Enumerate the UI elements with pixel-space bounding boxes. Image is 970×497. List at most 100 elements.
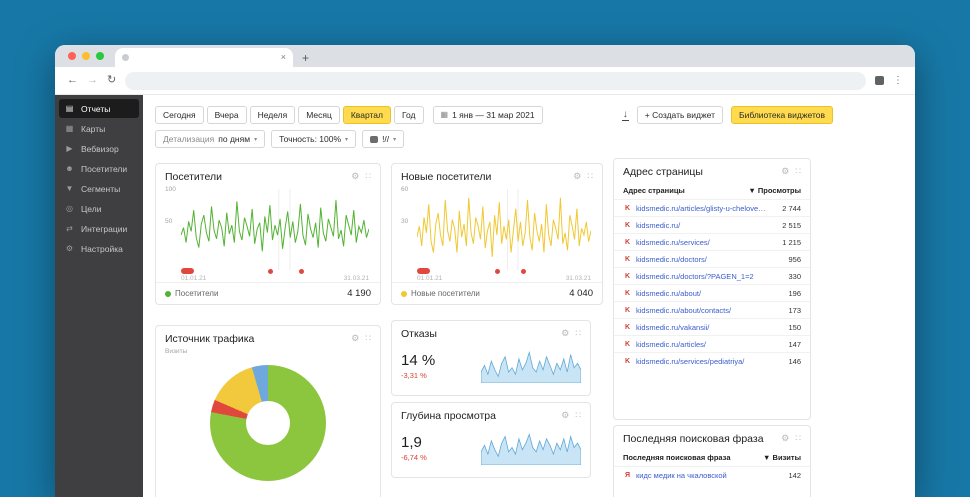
column-header-url[interactable]: Адрес страницы	[623, 186, 685, 195]
widget-settings-icon[interactable]: ⚙	[351, 333, 360, 343]
period-button[interactable]: Год	[393, 106, 424, 124]
widget-settings-icon[interactable]: ⚙	[561, 328, 570, 338]
comments-toggle[interactable]: !// ▾	[362, 130, 405, 148]
favicon-icon: Я	[624, 471, 631, 479]
period-selector: Сегодня Вчера Неделя Месяц Квартал Год	[155, 106, 424, 124]
widget-drag-icon[interactable]: ∷	[575, 410, 581, 420]
widget-drag-icon[interactable]: ∷	[795, 166, 801, 176]
widget-drag-icon[interactable]: ∷	[365, 171, 371, 181]
sidebar-item-maps[interactable]: ▦ Карты	[59, 119, 139, 138]
widget-visitors: Посетители ⚙ ∷ 100 50 01.01.21 31.0	[155, 163, 381, 305]
comment-marker[interactable]	[297, 268, 305, 275]
widget-drag-icon[interactable]: ∷	[575, 328, 581, 338]
comment-marker[interactable]	[267, 268, 275, 275]
extensions-icon[interactable]	[875, 76, 884, 85]
browser-tabstrip: × +	[55, 45, 915, 67]
sidebar-item-settings[interactable]: ⚙ Настройка	[59, 239, 139, 258]
browser-menu-icon[interactable]: ⋮	[893, 75, 903, 86]
new-tab-button[interactable]: +	[302, 51, 310, 65]
column-header-visits[interactable]: ▼ Визиты	[763, 453, 801, 462]
widget-drag-icon[interactable]: ∷	[365, 333, 371, 343]
column-header-phrase[interactable]: Последняя поисковая фраза	[623, 453, 731, 462]
widget-settings-icon[interactable]: ⚙	[351, 171, 360, 181]
page-url-link[interactable]: kidsmedic.ru/vakansii/	[636, 322, 710, 332]
widget-drag-icon[interactable]: ∷	[587, 171, 593, 181]
browser-tab[interactable]: ×	[115, 48, 293, 67]
goals-icon: ◎	[66, 204, 73, 213]
page-url-link[interactable]: kidsmedic.ru/about/contacts/	[636, 305, 732, 315]
sidebar-item-label: Настройка	[81, 243, 123, 254]
widget-settings-icon[interactable]: ⚙	[561, 410, 570, 420]
page-url-link[interactable]: kidsmedic.ru/services/pediatriya/	[636, 356, 745, 366]
period-button[interactable]: Сегодня	[155, 106, 204, 124]
widget-library-button[interactable]: Библиотека виджетов	[731, 106, 833, 124]
visitors-line-chart[interactable]	[181, 189, 369, 275]
period-button[interactable]: Месяц	[298, 106, 340, 124]
close-window-button[interactable]	[68, 52, 76, 60]
accuracy-value: Точность: 100%	[279, 134, 342, 144]
sidebar-item-reports[interactable]: ▤ Отчеты	[59, 99, 139, 118]
forward-icon[interactable]: →	[87, 74, 98, 86]
page-url-link[interactable]: kidsmedic.ru/services/	[636, 237, 710, 247]
sidebar-item-segments[interactable]: ▼ Сегменты	[59, 179, 139, 198]
widget-title: Новые посетители	[401, 171, 492, 183]
views-value: 956	[788, 254, 801, 264]
detail-select[interactable]: Детализация по дням ▾	[155, 130, 266, 148]
download-icon[interactable]: ↓	[621, 108, 629, 121]
sidebar-item-webvisor[interactable]: ▶ Вебвизор	[59, 139, 139, 158]
page-url-link[interactable]: kidsmedic.ru/doctors/?PAGEN_1=2	[636, 271, 754, 281]
detail-value: по дням	[218, 134, 251, 144]
widget-bounces: Отказы ⚙ ∷ 14 % -3,31 %	[391, 320, 591, 396]
page-url-link[interactable]: kidsmedic.ru/articles/	[636, 339, 707, 349]
maximize-window-button[interactable]	[96, 52, 104, 60]
traffic-source-pie-chart[interactable]	[210, 365, 326, 481]
page-url-link[interactable]: kidsmedic.ru/doctors/	[636, 254, 707, 264]
tab-close-icon[interactable]: ×	[280, 52, 286, 62]
reload-icon[interactable]: ↻	[107, 74, 117, 86]
sidebar-item-goals[interactable]: ◎ Цели	[59, 199, 139, 218]
widget-drag-icon[interactable]: ∷	[795, 433, 801, 443]
widget-settings-icon[interactable]: ⚙	[781, 166, 790, 176]
visits-value[interactable]: кидс медик на чкаловской	[636, 470, 727, 480]
views-value: 146	[788, 356, 801, 366]
comment-marker[interactable]	[519, 268, 527, 275]
new-visitors-line-chart[interactable]	[417, 189, 591, 275]
x-axis-start: 01.01.21	[181, 275, 207, 282]
page-url-link[interactable]: kidsmedic.ru/about/	[636, 288, 702, 298]
column-header-views[interactable]: ▼ Просмотры	[748, 186, 801, 195]
widget-settings-icon[interactable]: ⚙	[573, 171, 582, 181]
back-icon[interactable]: ←	[67, 74, 78, 86]
sidebar-item-integrations[interactable]: ⇄ Интеграции	[59, 219, 139, 238]
sidebar-item-visitors[interactable]: ☻ Посетители	[59, 159, 139, 178]
page-url-link[interactable]: kidsmedic.ru/articles/glisty-u-chelove…	[636, 203, 766, 213]
date-range-picker[interactable]: ▦ 1 янв — 31 мар 2021	[432, 106, 543, 124]
page-url-link[interactable]: kidsmedic.ru/	[636, 220, 681, 230]
comment-marker[interactable]	[493, 268, 501, 275]
widget-settings-icon[interactable]: ⚙	[781, 433, 790, 443]
favicon-icon: K	[624, 255, 631, 263]
minimize-window-button[interactable]	[82, 52, 90, 60]
period-button[interactable]: Квартал	[342, 106, 391, 124]
comment-marker[interactable]	[181, 268, 194, 274]
legend-dot	[401, 290, 407, 297]
webvisor-icon: ▶	[66, 144, 73, 153]
browser-window: × + ← → ↻ ⋮ ▤ Отчеты ▦ Карты ▶ Вебвизор ☻ Посет…	[55, 45, 915, 497]
comment-marker[interactable]	[417, 268, 430, 274]
address-bar[interactable]	[125, 71, 866, 90]
period-button[interactable]: Вчера	[206, 106, 247, 124]
create-widget-button[interactable]: + Создать виджет	[636, 106, 724, 124]
comments-label: !//	[382, 134, 390, 144]
period-button[interactable]: Неделя	[249, 106, 296, 124]
accuracy-select[interactable]: Точность: 100% ▾	[271, 130, 357, 148]
